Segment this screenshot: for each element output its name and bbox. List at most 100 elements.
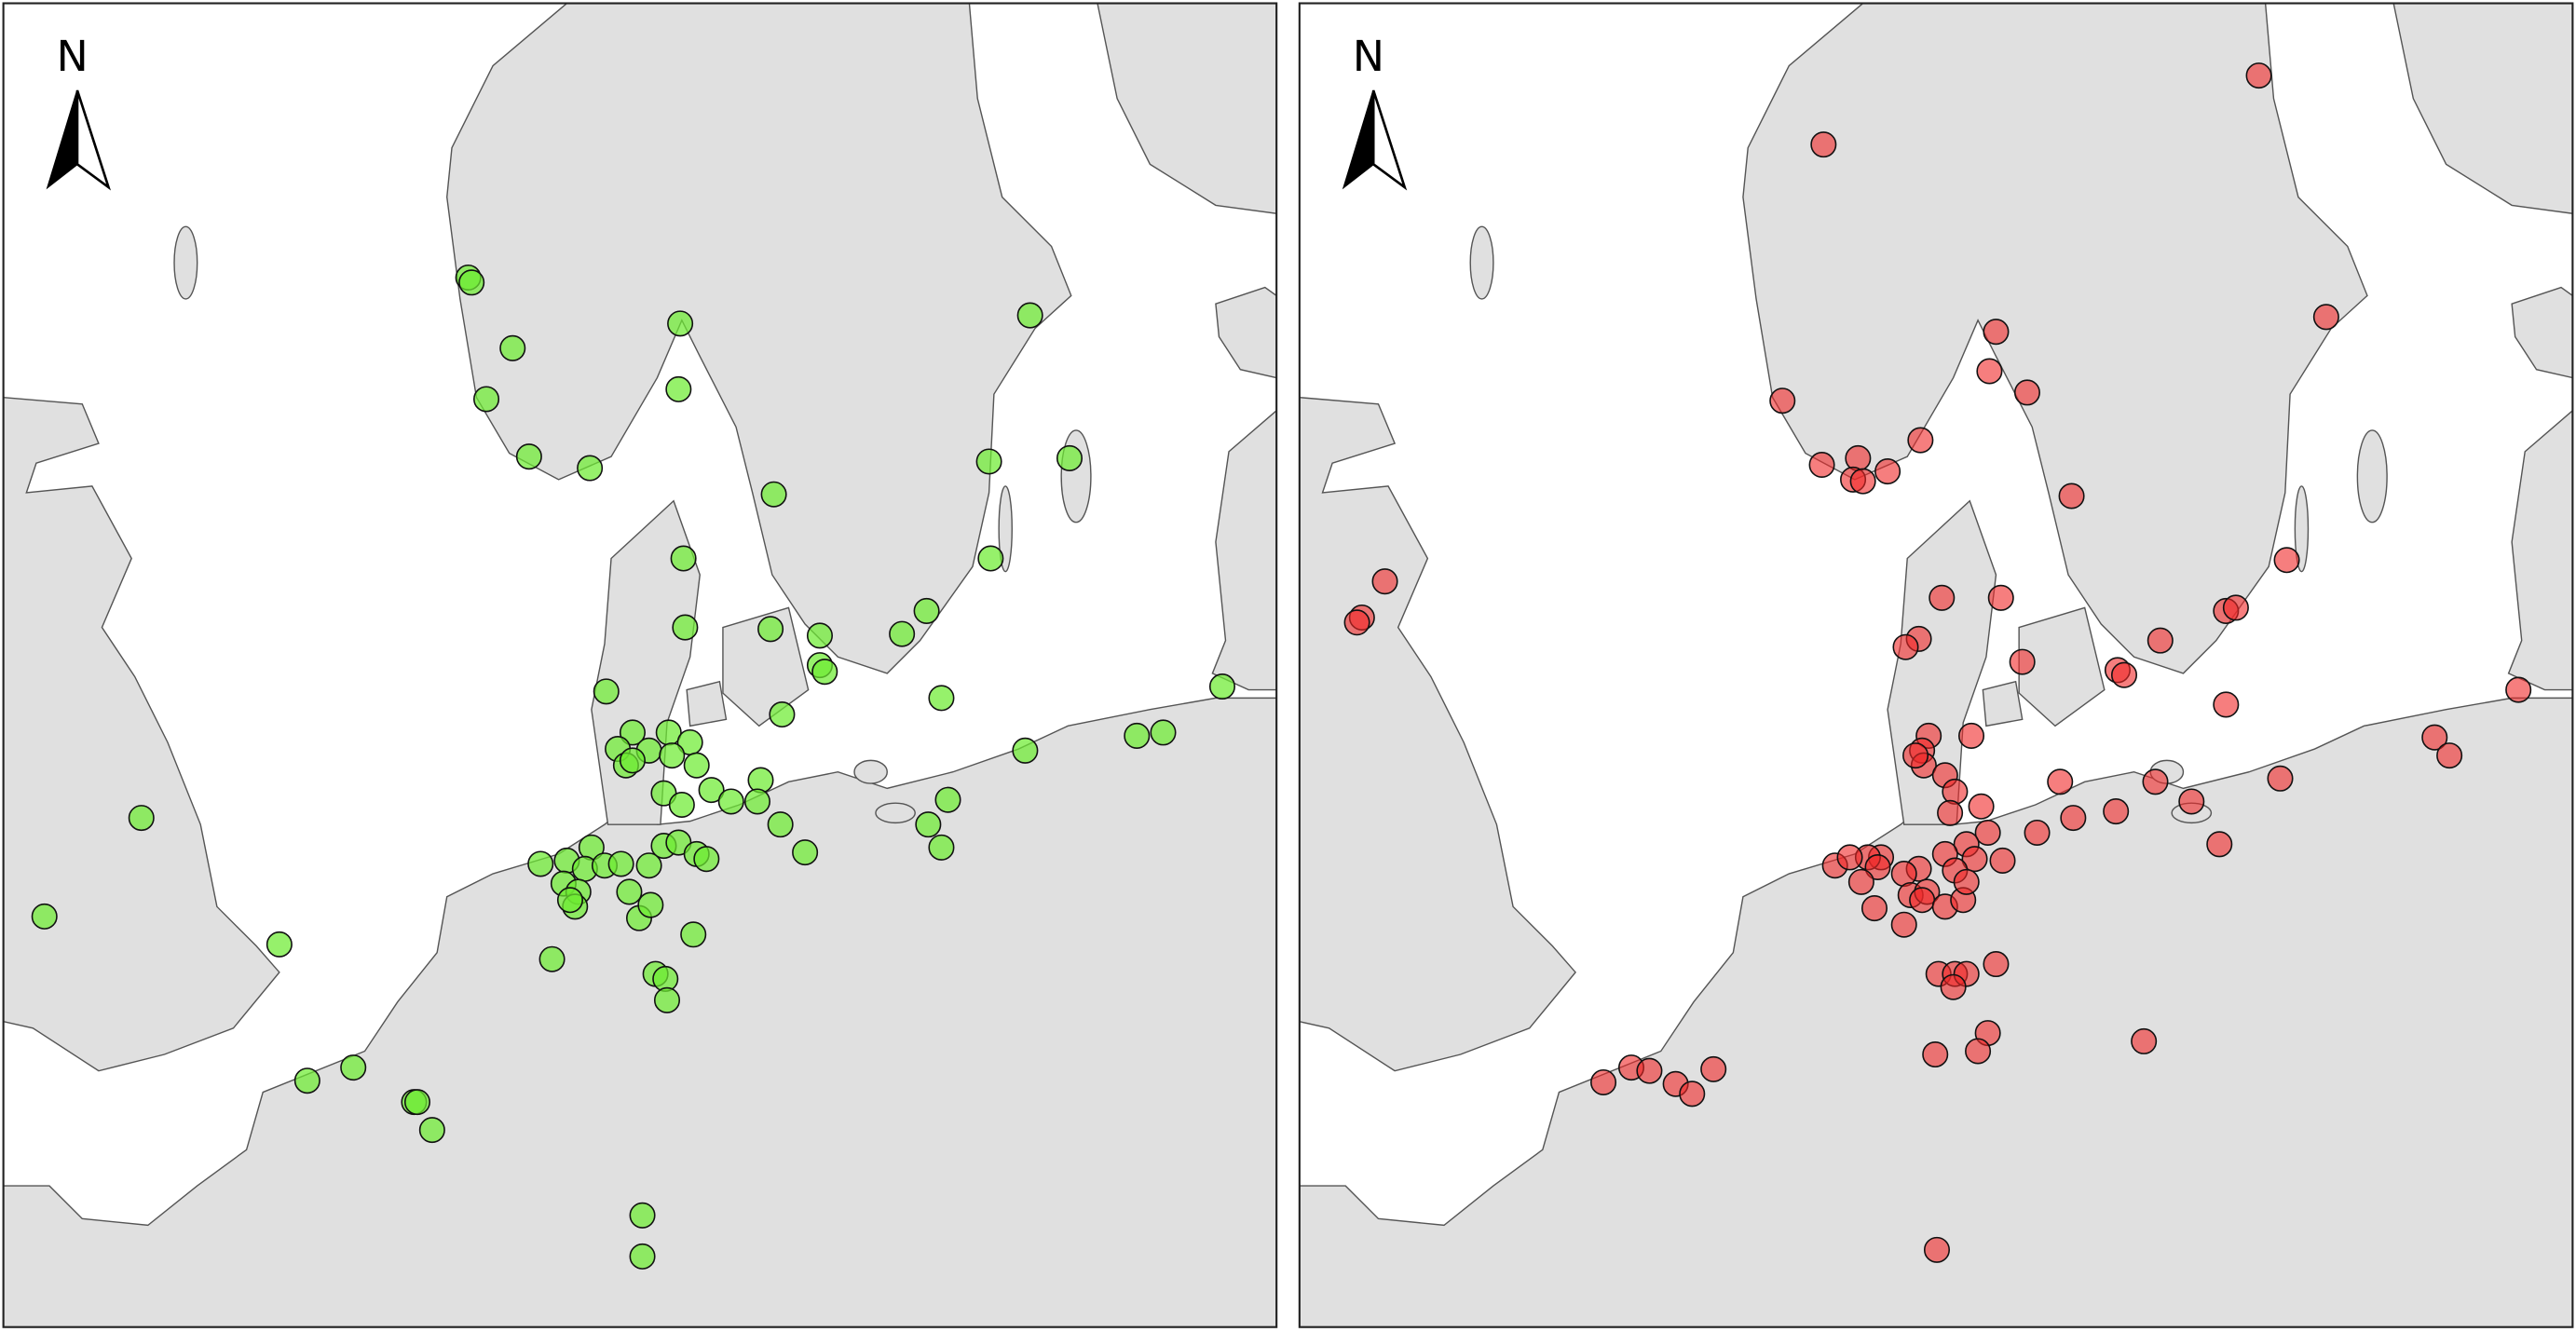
site-marker [806, 622, 833, 649]
compass: N [46, 31, 111, 191]
site-marker [1056, 444, 1084, 471]
site-marker [928, 685, 955, 712]
site-marker [593, 678, 620, 705]
site-marker [577, 455, 604, 482]
site-marker [977, 545, 1004, 572]
site-marker [928, 834, 955, 861]
site-marker [629, 1202, 656, 1229]
panel-frame [2, 2, 1278, 1328]
site-marker [659, 742, 686, 769]
site-marker [2013, 379, 2040, 406]
site-marker [2110, 661, 2138, 688]
site-marker [1968, 793, 1995, 820]
site-marker [769, 700, 796, 728]
site-marker [1150, 719, 1177, 746]
site-marker [792, 839, 819, 866]
site-marker [1890, 911, 1917, 938]
site-marker [1974, 819, 2001, 846]
site-marker [2421, 724, 2448, 751]
site-marker [1590, 1068, 1617, 1096]
compass-label: N [1353, 31, 1384, 81]
site-marker [670, 545, 697, 572]
site-marker [975, 448, 1002, 475]
site-marker [619, 719, 646, 746]
site-marker [2131, 1027, 2158, 1054]
site-marker [915, 811, 942, 838]
site-marker [1892, 633, 1919, 660]
site-marker [1860, 895, 1888, 922]
site-marker [1836, 844, 1863, 871]
site-marker [811, 659, 838, 686]
site-marker [403, 1089, 430, 1116]
site-marker [1847, 868, 1874, 895]
site-marker [1864, 853, 1891, 881]
site-marker [2047, 768, 2074, 795]
site-marker [683, 752, 710, 779]
site-marker [1343, 609, 1370, 636]
site-marker [1989, 847, 2016, 874]
site-marker [266, 931, 293, 958]
site-marker [1953, 868, 1980, 895]
site-marker [1124, 722, 1151, 749]
site-marker [1965, 1038, 1992, 1065]
site-marker [1016, 302, 1043, 329]
site-marker [31, 903, 58, 930]
site-marker [743, 788, 770, 815]
site-marker [458, 269, 485, 296]
site-marker [668, 791, 695, 819]
site-marker [1874, 458, 1901, 485]
markers-right [1343, 62, 2532, 1263]
site-marker [1012, 737, 1039, 764]
site-marker [1937, 799, 1964, 826]
site-marker [747, 767, 774, 794]
site-marker [1208, 673, 1235, 700]
land-left [3, 3, 1277, 1327]
site-marker [2147, 627, 2174, 654]
site-marker [698, 777, 725, 804]
site-marker [1987, 584, 2014, 611]
site-marker [717, 788, 744, 815]
site-marker [2103, 798, 2130, 825]
site-marker [515, 443, 542, 470]
site-marker [1679, 1081, 1706, 1108]
site-marker [680, 921, 707, 948]
site-marker [607, 850, 634, 877]
site-marker [693, 846, 720, 873]
site-marker [2206, 831, 2233, 858]
site-marker [1957, 722, 1985, 749]
site-marker [1808, 451, 1835, 479]
compass: N [1342, 31, 1408, 191]
site-marker [2178, 788, 2205, 815]
site-marker [2222, 594, 2249, 621]
site-marker [1902, 742, 1929, 769]
site-marker [2009, 648, 2036, 675]
compass-label: N [57, 31, 89, 81]
site-marker [1909, 887, 1936, 914]
site-marker [1942, 778, 1969, 805]
site-marker [1700, 1055, 1727, 1082]
site-marker [1849, 468, 1876, 495]
site-marker [1810, 131, 1837, 158]
site-marker [340, 1054, 367, 1081]
site-marker [653, 986, 681, 1013]
site-marker [667, 310, 694, 337]
site-marker [934, 786, 961, 813]
site-marker [913, 597, 940, 624]
site-marker [629, 1243, 656, 1270]
site-marker [1976, 358, 2003, 385]
site-marker [1983, 951, 2010, 978]
site-marker [1845, 444, 1872, 471]
site-marker [1371, 568, 1398, 595]
site-marker [2060, 805, 2087, 832]
site-marker [499, 334, 526, 361]
site-marker [2213, 691, 2240, 718]
markers-left [31, 264, 1235, 1270]
site-marker [2024, 819, 2051, 846]
site-marker [1940, 973, 1967, 1000]
site-marker [760, 481, 787, 508]
site-marker [1907, 427, 1934, 454]
site-marker [527, 850, 554, 877]
site-marker [767, 811, 794, 838]
